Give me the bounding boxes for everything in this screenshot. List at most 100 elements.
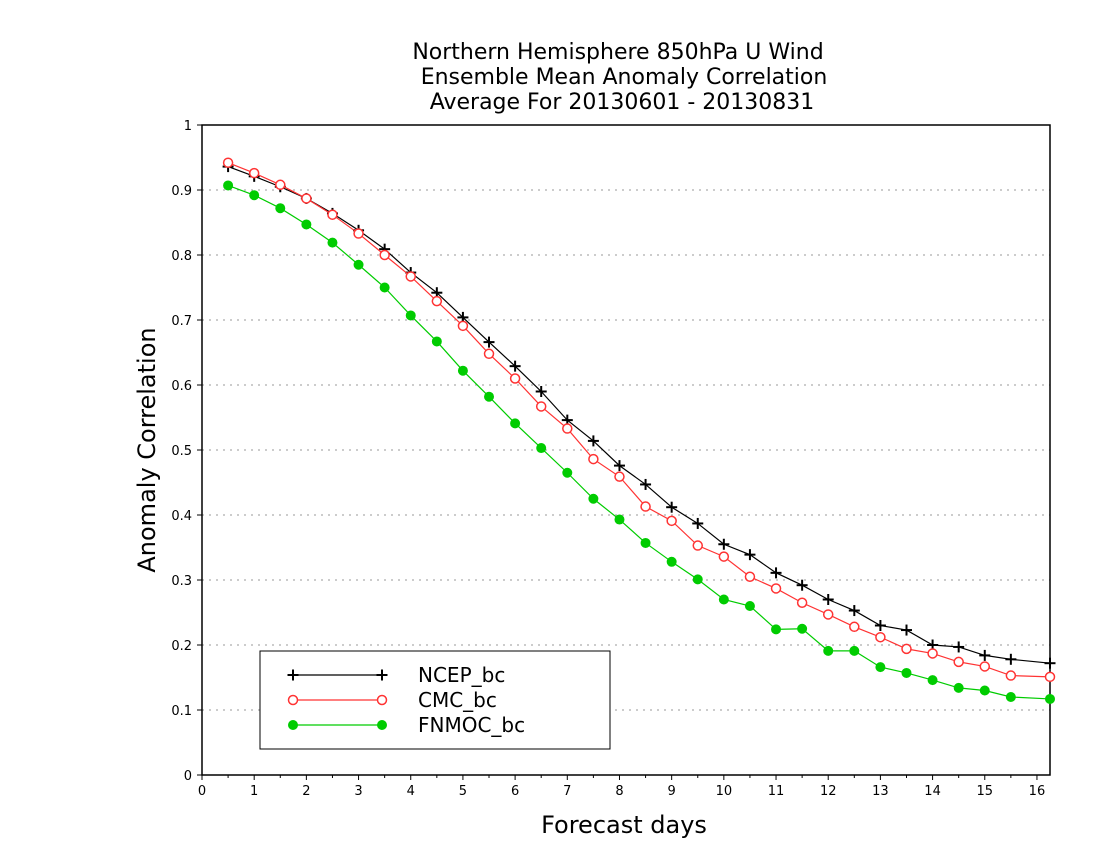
data-point-FNMOC_bc [823,645,834,656]
data-point-CMC_bc [457,320,469,332]
chart-title: Northern Hemisphere 850hPa U Wind Ensemb… [412,40,827,115]
data-point-FNMOC_bc [249,190,260,201]
x-tick-label: 9 [668,784,676,799]
data-point-CMC_bc [979,661,991,672]
legend-item-NCEP_bc: NCEP_bc [287,663,505,687]
y-tick-label: 0.8 [171,249,192,264]
data-point-FNMOC_bc [457,365,468,376]
data-point-NCEP_bc [822,594,834,605]
legend-marker-left [288,720,298,730]
y-tick-label: 0.9 [171,184,192,199]
x-axis-label: Forecast days [541,811,707,839]
y-axis-ticks: 0 0.1 0.2 0.3 0.4 0.5 0.6 0.7 0.8 0.9 1 [171,119,202,784]
data-point-NCEP_bc [874,620,886,631]
data-point-NCEP_bc [718,538,730,550]
data-point-CMC_bc [901,643,912,655]
data-point-NCEP_bc [744,549,756,561]
series-NCEP_bc [222,161,1056,669]
y-tick-label: 0.4 [171,509,192,524]
data-point-FNMOC_bc [431,336,442,347]
data-point-CMC_bc [431,295,443,307]
data-point-FNMOC_bc [1005,692,1016,702]
x-tick-label: 5 [459,784,467,799]
data-point-NCEP_bc [509,360,521,372]
data-point-CMC_bc [275,179,286,191]
data-point-NCEP_bc [1005,653,1017,665]
x-tick-label: 14 [924,784,941,799]
series-CMC_bc [222,157,1056,683]
series-line-CMC_bc [227,162,1051,678]
data-point-NCEP_bc [900,624,912,636]
data-point-CMC_bc [248,167,260,179]
data-point-FNMOC_bc [666,556,677,567]
x-tick-label: 7 [563,784,571,799]
x-tick-label: 0 [198,784,206,799]
y-tick-label: 0.6 [171,379,192,394]
x-tick-label: 8 [615,784,623,799]
data-point-NCEP_bc [613,460,625,472]
x-tick-label: 1 [250,784,258,799]
legend-marker-right [377,720,387,730]
data-point-FNMOC_bc [353,259,364,270]
data-point-CMC_bc [1044,671,1056,683]
y-tick-label: 0.1 [171,704,192,719]
data-point-FNMOC_bc [379,282,390,293]
data-point-FNMOC_bc [979,685,990,696]
data-point-FNMOC_bc [875,662,886,673]
data-point-NCEP_bc [1044,657,1056,669]
chart-title-line-1: Northern Hemisphere 850hPa U Wind [412,40,823,65]
x-tick-label: 12 [820,784,837,799]
data-point-CMC_bc [822,609,834,620]
data-point-NCEP_bc [770,567,782,579]
legend-label: FNMOC_bc [418,713,525,737]
grid [202,189,1050,711]
data-point-NCEP_bc [796,579,808,591]
data-point-NCEP_bc [640,478,652,490]
y-tick-label: 0.3 [171,574,192,589]
legend-marker-left [287,694,299,706]
data-point-FNMOC_bc [1045,693,1055,704]
data-point-CMC_bc [849,621,860,633]
data-point-CMC_bc [614,471,625,482]
data-point-CMC_bc [927,648,938,659]
data-point-FNMOC_bc [797,623,808,634]
legend-label: NCEP_bc [418,663,505,687]
data-point-FNMOC_bc [692,574,703,585]
data-point-NCEP_bc [666,501,678,513]
data-point-FNMOC_bc [588,493,599,504]
data-point-FNMOC_bc [901,667,912,678]
data-point-NCEP_bc [692,517,704,529]
x-tick-label: 4 [407,784,415,799]
data-point-CMC_bc [718,551,730,562]
series-line-NCEP_bc [227,166,1051,664]
x-tick-label: 2 [302,784,310,799]
data-point-CMC_bc [405,271,416,282]
data-point-CMC_bc [640,501,651,512]
data-point-NCEP_bc [587,435,599,447]
data-point-FNMOC_bc [614,514,625,525]
y-tick-label: 0.2 [171,639,192,654]
data-point-FNMOC_bc [275,203,286,214]
data-point-NCEP_bc [979,649,991,661]
data-point-FNMOC_bc [405,310,416,321]
data-point-CMC_bc [509,373,521,384]
data-point-CMC_bc [301,193,312,204]
data-point-CMC_bc [770,583,782,594]
data-point-NCEP_bc [535,386,547,397]
legend-item-FNMOC_bc: FNMOC_bc [288,713,525,737]
data-point-CMC_bc [562,423,573,434]
x-tick-label: 15 [976,784,993,799]
data-point-FNMOC_bc [536,443,547,454]
data-point-CMC_bc [588,453,599,465]
data-point-FNMOC_bc [927,675,938,686]
data-point-CMC_bc [222,157,234,168]
legend-item-CMC_bc: CMC_bc [287,688,497,712]
data-point-CMC_bc [744,571,756,582]
data-point-CMC_bc [875,631,886,643]
legend-marker-left [287,669,299,681]
data-point-FNMOC_bc [744,601,755,611]
x-tick-label: 16 [1029,784,1046,799]
data-point-CMC_bc [953,656,964,668]
x-axis-ticks: 0 1 2 3 4 5 6 7 8 9 10 11 12 13 14 15 16 [198,775,1045,799]
